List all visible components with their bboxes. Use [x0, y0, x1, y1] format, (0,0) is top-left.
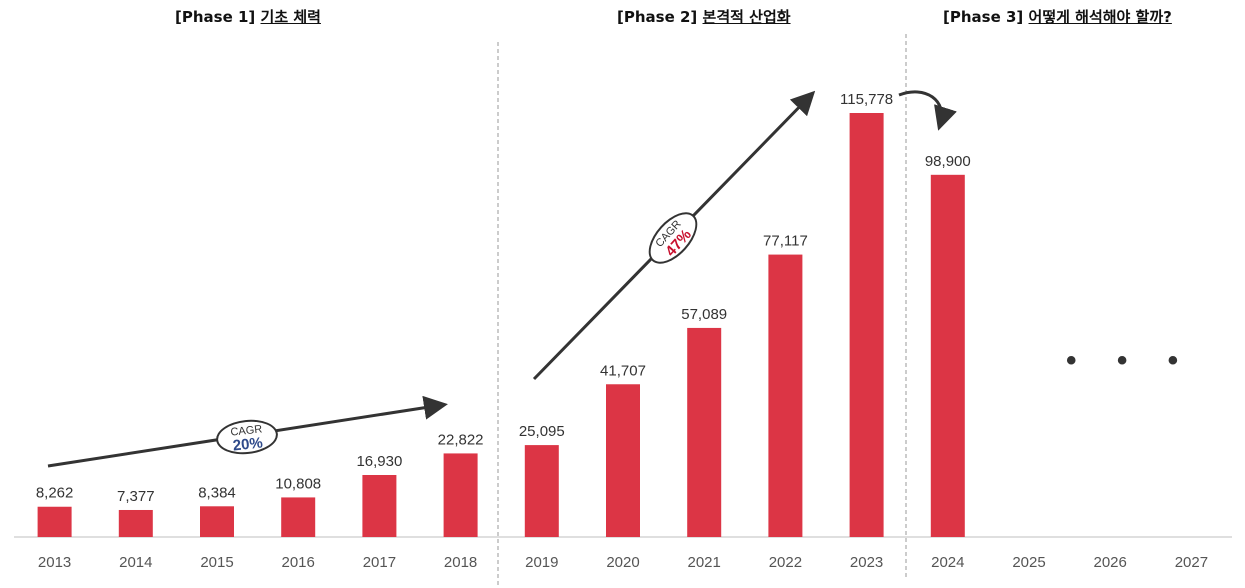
- x-tick-label: 2024: [931, 554, 964, 571]
- x-tick-label: 2023: [850, 554, 883, 571]
- phase-3-title: [Phase 3] 어떻게 해석해야 할까?: [943, 6, 1172, 27]
- data-label: 22,822: [438, 431, 484, 448]
- x-tick-label: 2019: [525, 554, 558, 571]
- x-tick-label: 2018: [444, 554, 477, 571]
- phase-2-tag: [Phase 2]: [617, 8, 698, 26]
- bar: [118, 509, 153, 537]
- x-tick-label: 2025: [1012, 554, 1045, 571]
- x-tick-label: 2014: [119, 554, 152, 571]
- x-tick-label: 2015: [200, 554, 233, 571]
- bar: [362, 474, 397, 537]
- data-label: 77,117: [763, 233, 808, 250]
- bar: [281, 497, 316, 537]
- data-label: 41,707: [600, 362, 646, 379]
- data-label: 16,930: [356, 453, 402, 470]
- phase-1-name: 기초 체력: [260, 8, 321, 26]
- data-label: 115,778: [840, 91, 893, 108]
- phase-2-name: 본격적 산업화: [702, 8, 791, 26]
- phase-3-tag: [Phase 3]: [943, 8, 1024, 26]
- bar: [930, 174, 965, 537]
- data-label: 25,095: [519, 423, 565, 440]
- x-tick-label: 2013: [38, 554, 71, 571]
- phase-3-name: 어떻게 해석해야 할까?: [1028, 8, 1172, 26]
- phase-1-title: [Phase 1] 기초 체력: [175, 6, 321, 27]
- bar: [37, 506, 72, 537]
- x-tick-label: 2017: [363, 554, 396, 571]
- bar: [687, 327, 722, 537]
- bar: [849, 113, 884, 537]
- x-tick-label: 2016: [282, 554, 315, 571]
- x-tick-label: 2022: [769, 554, 802, 571]
- x-tick-label: 2026: [1094, 554, 1127, 571]
- phase-1-tag: [Phase 1]: [175, 8, 256, 26]
- decline-arrow: [898, 90, 957, 131]
- bar: [606, 384, 640, 537]
- ellipsis-indicator: • • •: [1066, 344, 1195, 377]
- bar: [524, 445, 559, 537]
- bar: [768, 254, 803, 537]
- data-label: 7,377: [117, 488, 155, 505]
- phase-2-title: [Phase 2] 본격적 산업화: [617, 6, 791, 27]
- x-tick-label: 2027: [1175, 554, 1208, 571]
- x-tick-label: 2020: [606, 554, 639, 571]
- x-tick-label: 2021: [688, 554, 721, 571]
- data-label: 57,089: [681, 306, 727, 323]
- data-label: 8,262: [36, 485, 74, 502]
- data-label: 8,384: [198, 484, 236, 501]
- bar: [443, 453, 478, 537]
- bar: [200, 506, 234, 537]
- data-label: 10,808: [275, 475, 321, 492]
- data-label: 98,900: [925, 153, 971, 170]
